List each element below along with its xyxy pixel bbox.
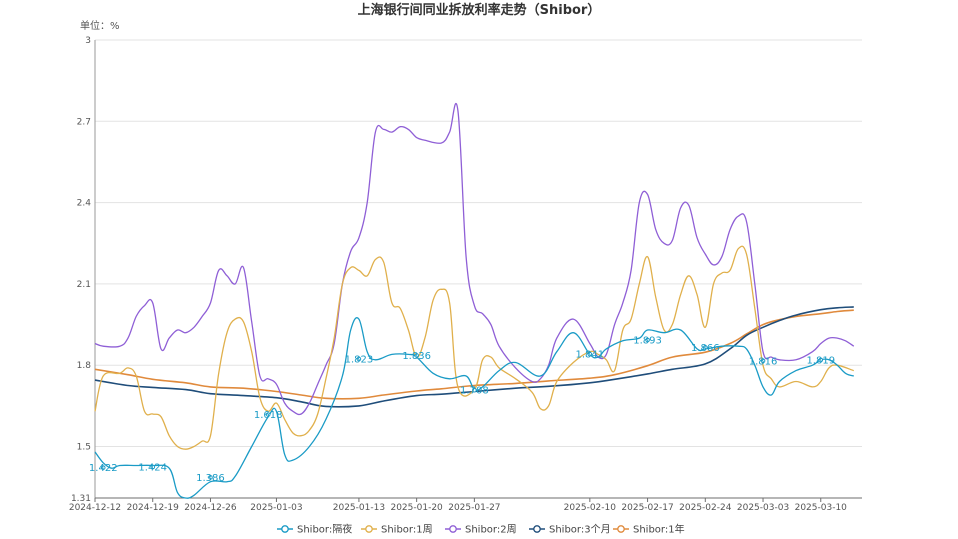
series-line-1 — [94, 317, 854, 499]
data-point — [100, 465, 106, 470]
legend-label: Shibor:3个月 — [549, 524, 611, 536]
data-label: 1.893 — [633, 336, 662, 347]
data-point — [645, 337, 650, 343]
legend-item-2[interactable]: Shibor:1周 — [361, 524, 433, 536]
data-point — [414, 353, 419, 358]
legend-item-3[interactable]: Shibor:2周 — [445, 524, 517, 536]
y-tick-label: 2.7 — [77, 117, 91, 127]
y-tick-label: 1.5 — [77, 443, 91, 453]
x-tick-label: 2024-12-12 — [69, 503, 121, 513]
x-tick-label: 2025-02-17 — [621, 503, 673, 513]
legend-label: Shibor:隔夜 — [297, 523, 352, 536]
series-line-4 — [94, 306, 854, 408]
data-point — [208, 475, 213, 480]
data-point — [587, 351, 593, 357]
x-tick-label: 2025-03-10 — [795, 503, 848, 513]
data-label: 1.386 — [196, 473, 225, 484]
data-label: 1.424 — [138, 463, 167, 474]
axis-layer: 1.31 1.5 1.8 2.1 2.4 2.7 3 2024-12-12 2024-12-19… — [69, 36, 862, 513]
data-point — [703, 345, 708, 350]
x-tick-label: 2024-12-19 — [127, 503, 180, 513]
x-tick-label: 2025-01-03 — [250, 503, 302, 513]
y-tick-label: 2.4 — [77, 199, 92, 209]
legend-item-5[interactable]: Shibor:1年 — [613, 523, 685, 536]
x-tick-label: 2024-12-26 — [184, 503, 237, 513]
y-axis-unit-label: 单位：% — [80, 19, 120, 32]
x-tick-label: 2025-01-13 — [333, 503, 385, 513]
y-tick-label: 2.1 — [77, 280, 91, 290]
data-label: 1.819 — [806, 356, 835, 367]
legend-label: Shibor:1周 — [381, 524, 433, 536]
legend-marker — [449, 525, 457, 533]
y-tick-label: 3 — [85, 36, 91, 46]
legend-marker — [617, 525, 625, 533]
data-point — [818, 357, 824, 363]
data-point — [150, 464, 156, 470]
legend-label: Shibor:1年 — [633, 523, 685, 536]
grid-layer — [95, 39, 862, 448]
data-point — [760, 358, 766, 364]
legend-marker — [281, 525, 289, 533]
data-label: 1.618 — [254, 410, 283, 421]
data-point — [472, 387, 477, 393]
x-tick-label: 2025-01-27 — [448, 503, 500, 513]
data-label: 1.836 — [402, 351, 431, 362]
data-label: 1.816 — [749, 356, 778, 367]
data-label: 1.866 — [691, 343, 720, 354]
data-label-layer: 1.422 1.424 1.386 1.618 1.823 1.836 1.708 1.841… — [89, 336, 835, 484]
chart-title: 上海银行间同业拆放利率走势（Shibor） — [358, 2, 601, 18]
series-line-2 — [94, 245, 854, 450]
x-tick-label: 2025-02-10 — [564, 503, 617, 513]
y-tick-label: 1.31 — [71, 494, 91, 504]
legend-item-4[interactable]: Shibor:3个月 — [529, 524, 611, 536]
legend-label: Shibor:2周 — [465, 524, 517, 536]
legend-item-1[interactable]: Shibor:隔夜 — [277, 523, 352, 536]
series-line-3 — [94, 102, 855, 416]
legend-marker — [533, 525, 541, 533]
data-label: 1.841 — [576, 350, 605, 361]
y-tick-label: 1.8 — [77, 361, 92, 371]
x-tick-label: 2025-01-20 — [390, 503, 443, 513]
x-tick-label: 2025-03-03 — [737, 503, 789, 513]
data-label: 1.708 — [460, 386, 489, 397]
data-label: 1.422 — [89, 463, 118, 474]
data-label: 1.823 — [345, 354, 374, 365]
data-point — [265, 412, 271, 417]
series-line-5 — [94, 309, 854, 400]
series-layer — [94, 102, 855, 499]
legend-marker — [365, 525, 373, 533]
legend[interactable]: Shibor:隔夜 Shibor:1周 Shibor:2周 Shibor:3个月 Shi… — [277, 523, 685, 536]
x-tick-label: 2025-02-24 — [679, 503, 732, 513]
data-point — [356, 356, 362, 362]
